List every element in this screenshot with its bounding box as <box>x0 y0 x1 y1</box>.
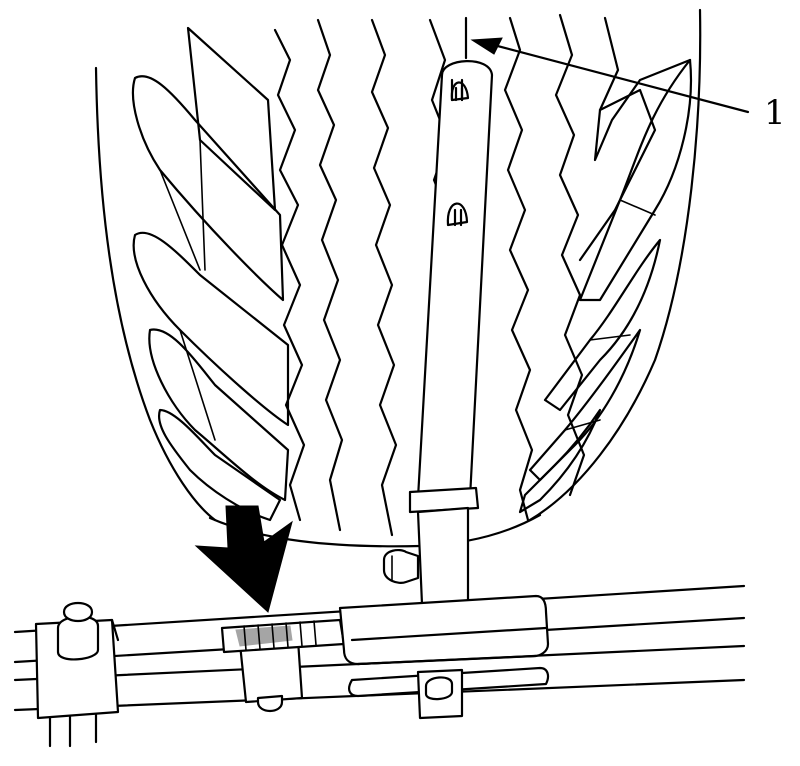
left-clamp-bolt <box>56 615 100 661</box>
callout-label-1: 1 <box>764 93 786 133</box>
gauge-rod-slot-upper <box>450 81 470 102</box>
gauge-rod-collar <box>408 486 480 514</box>
callout-1-leader <box>470 37 750 114</box>
tyre-right-lugs <box>518 16 693 514</box>
gauge-rod-knob <box>382 549 420 584</box>
tyre-left-lugs <box>131 26 290 522</box>
gauge-rod-slot-lower <box>446 202 469 227</box>
flat-plate <box>338 594 550 666</box>
direction-arrow <box>194 505 293 613</box>
gauge-rod-socket <box>416 506 470 606</box>
tyre-left-sidewall <box>94 66 217 522</box>
gauge-rod-body <box>416 60 494 500</box>
tyre <box>94 8 702 548</box>
tyre-right-sidewall <box>528 8 702 522</box>
gauge-rod <box>382 16 494 606</box>
axle-assembly <box>13 584 746 748</box>
